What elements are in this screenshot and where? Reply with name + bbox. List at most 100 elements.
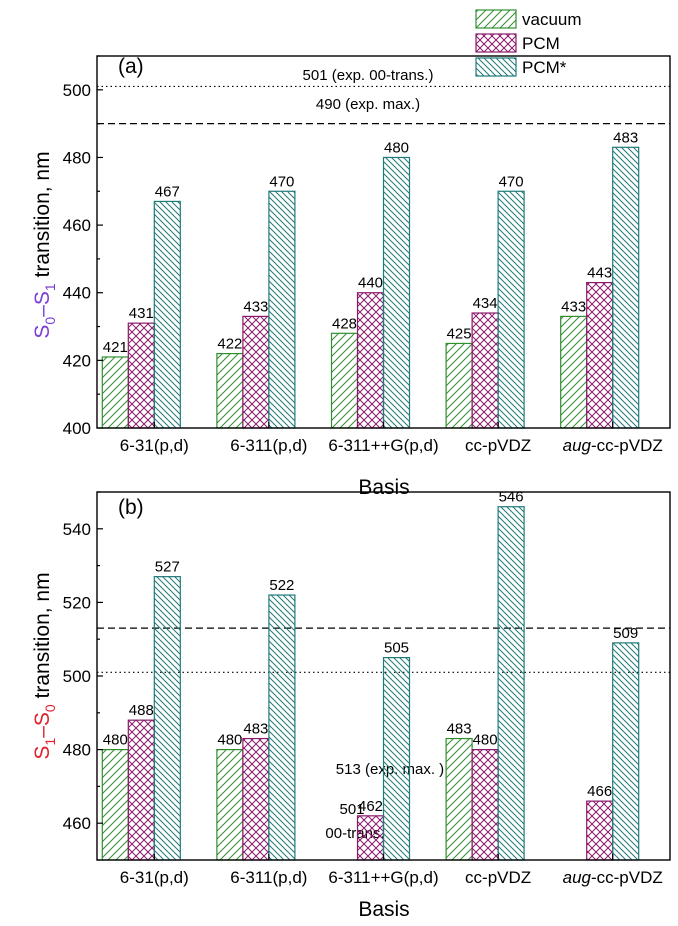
data-label-pcm-star: 467	[155, 183, 180, 200]
y-label-dash: –	[31, 726, 54, 738]
x-tick-label: aug-cc-pVDZ	[563, 868, 663, 887]
bar-vacuum	[445, 737, 473, 861]
bar-vacuum	[101, 748, 129, 861]
panel-b: (b) Basis S1–S0 transition, nm 513 (exp.…	[31, 489, 671, 921]
y-label-rest: transition, nm	[31, 572, 54, 704]
y-label-state-2: S	[31, 712, 54, 726]
bar-vacuum	[216, 748, 244, 861]
y-label-sub-1: 1	[42, 738, 58, 746]
x-tick-label-italic-part: aug	[563, 436, 592, 455]
bar-pcm	[471, 748, 499, 861]
x-tick-label-rest: -cc-pVDZ	[591, 436, 663, 455]
data-label-vacuum: 422	[217, 336, 242, 353]
y-tick-label: 460	[63, 814, 91, 833]
data-label-pcm-star: 527	[155, 559, 180, 576]
y-tick-label: 500	[63, 81, 91, 100]
x-tick-label: 6-311(p,d)	[230, 436, 307, 455]
x-tick-label: cc-pVDZ	[465, 436, 531, 455]
legend: vacuum PCM PCM*	[475, 9, 582, 77]
panel-label: (b)	[118, 496, 144, 519]
y-label-state-1: S	[31, 325, 54, 339]
data-label-pcm: 443	[587, 265, 612, 282]
bar-vacuum	[101, 356, 129, 429]
data-label-vacuum: 480	[103, 732, 128, 749]
panel-a: (a) Basis S0–S1 transition, nm 501 (exp.…	[31, 55, 671, 499]
data-label-pcm: 431	[129, 305, 154, 322]
x-tick-label: cc-pVDZ	[465, 868, 531, 887]
bar-pcm	[127, 719, 155, 861]
x-tick-label: 6-311++G(p,d)	[328, 436, 438, 455]
y-axis-label: S0–S1 transition, nm	[31, 151, 58, 338]
data-label-pcm: 480	[473, 732, 498, 749]
bar-pcm-star	[382, 156, 411, 429]
ref-label-00-trans-value: 501	[339, 801, 364, 818]
x-tick-label: 6-31(p,d)	[120, 868, 189, 887]
y-tick-label: 540	[63, 520, 91, 539]
legend-swatch-pcm-star	[475, 57, 517, 77]
bar-pcm-star	[153, 200, 181, 429]
data-label-pcm: 488	[129, 702, 154, 719]
data-label-pcm: 434	[473, 295, 498, 312]
x-tick-label: 6-311(p,d)	[230, 868, 307, 887]
legend-label-pcm-star: PCM*	[522, 58, 567, 77]
x-tick-label: 6-311++G(p,d)	[328, 868, 438, 887]
y-label-sub-2: 1	[42, 283, 58, 291]
data-label-vacuum: 421	[103, 339, 128, 356]
panel-label: (a)	[118, 55, 144, 78]
data-label-pcm-star: 505	[384, 640, 409, 657]
y-label-state-2: S	[31, 291, 54, 305]
ref-label-exp-00-trans: 501 (exp. 00-trans.)	[303, 67, 434, 84]
legend-swatch-pcm	[475, 33, 517, 53]
y-tick-label: 420	[63, 351, 91, 370]
data-label-pcm-star: 470	[269, 173, 294, 190]
data-label-pcm-star: 522	[269, 577, 294, 594]
data-label-pcm-star: 483	[613, 129, 638, 146]
y-label-sub-2: 0	[42, 704, 58, 712]
data-label-vacuum: 480	[217, 732, 242, 749]
y-label-rest: transition, nm	[31, 151, 54, 283]
bar-pcm	[586, 800, 614, 861]
y-tick-label: 400	[63, 419, 91, 438]
bar-pcm	[586, 281, 614, 429]
data-label-vacuum: 433	[561, 298, 586, 315]
bar-pcm-star	[497, 190, 525, 429]
ref-label-exp-max: 490 (exp. max.)	[316, 96, 420, 113]
y-tick-label: 440	[63, 284, 91, 303]
bar-pcm-star	[612, 642, 640, 861]
bar-pcm	[356, 292, 385, 429]
y-tick-label: 480	[63, 148, 91, 167]
legend-swatch-vacuum	[475, 9, 517, 29]
y-tick-label: 460	[63, 216, 91, 235]
bar-vacuum	[330, 332, 359, 429]
bar-pcm	[127, 322, 155, 429]
x-tick-label: aug-cc-pVDZ	[563, 436, 663, 455]
bar-pcm-star	[268, 594, 296, 861]
y-label-sub-1: 0	[42, 317, 58, 325]
data-label-pcm-star: 470	[499, 173, 524, 190]
data-label-pcm-star: 546	[499, 489, 524, 506]
bar-vacuum	[560, 315, 588, 429]
x-axis-label: Basis	[358, 476, 409, 499]
bar-pcm	[356, 815, 385, 861]
y-label-dash: –	[31, 305, 54, 317]
bar-vacuum	[216, 353, 244, 429]
x-tick-label-rest: -cc-pVDZ	[591, 868, 663, 887]
x-axis-label: Basis	[358, 898, 409, 921]
data-label-pcm: 483	[243, 721, 268, 738]
bar-pcm	[242, 315, 270, 429]
data-label-pcm: 433	[243, 298, 268, 315]
bar-pcm-star	[153, 576, 181, 861]
bar-pcm-star	[268, 190, 296, 429]
bar-vacuum	[445, 342, 473, 429]
data-label-pcm-star: 480	[384, 139, 409, 156]
data-label-pcm: 462	[358, 798, 383, 815]
y-axis-label: S1–S0 transition, nm	[31, 572, 58, 759]
x-tick-label: 6-31(p,d)	[120, 436, 189, 455]
y-tick-label: 500	[63, 667, 91, 686]
legend-label-pcm: PCM	[522, 34, 560, 53]
y-label-state-1: S	[31, 746, 54, 760]
y-tick-label: 480	[63, 741, 91, 760]
data-label-pcm-star: 509	[613, 625, 638, 642]
y-tick-label: 520	[63, 593, 91, 612]
